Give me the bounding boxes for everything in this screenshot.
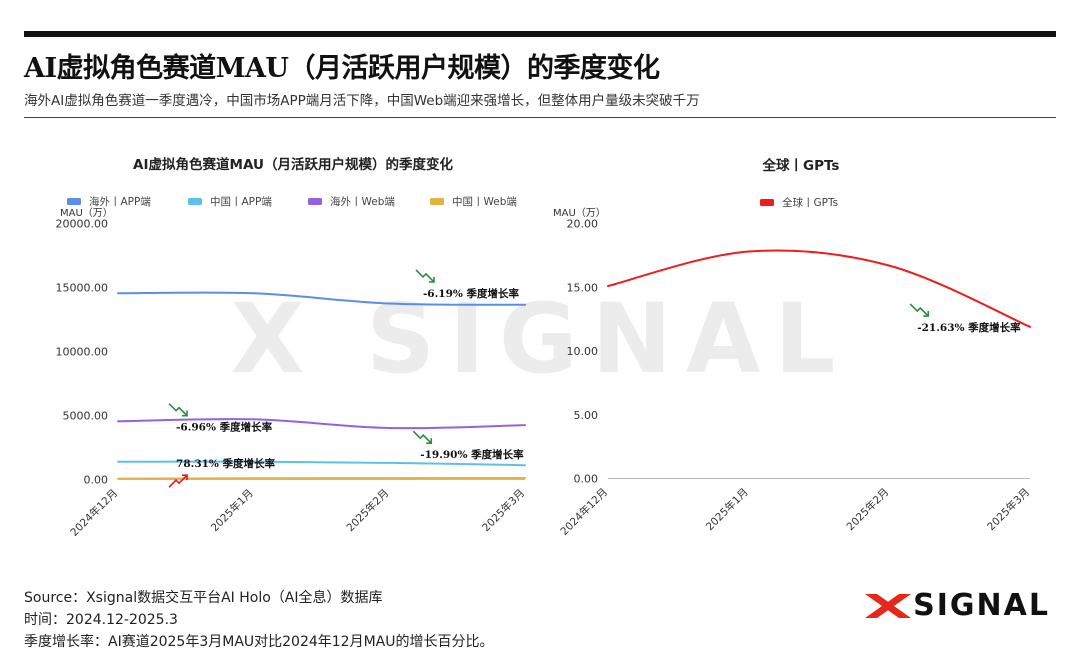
y-tick-label: 0.00 xyxy=(574,473,599,486)
watermark-text: X SIGNAL xyxy=(231,283,850,395)
legend-label: 中国丨Web端 xyxy=(452,195,517,208)
y-tick-label: 15000.00 xyxy=(56,282,109,295)
legend-label: 全球丨GPTs xyxy=(782,196,838,209)
x-tick-label: 2025年2月 xyxy=(344,486,392,534)
growth-annotation: 78.31% 季度增长率 xyxy=(168,457,276,488)
y-tick-label: 10.00 xyxy=(567,345,599,358)
growth-annotation: -6.96% 季度增长率 xyxy=(168,403,273,434)
y-tick-label: 5000.00 xyxy=(63,410,109,423)
logo-wordmark: SIGNAL xyxy=(913,588,1050,623)
top-rule xyxy=(24,31,1056,37)
watermark: X SIGNAL xyxy=(231,283,850,395)
y-tick-label: 10000.00 xyxy=(56,346,109,359)
x-tick-label: 2025年1月 xyxy=(703,485,751,533)
y-axis-label: MAU（万） xyxy=(553,207,606,219)
trend-arrowhead-icon xyxy=(923,311,930,317)
x-tick-label: 2024年12月 xyxy=(558,485,610,537)
annotation-text: -6.96% 季度增长率 xyxy=(176,421,273,434)
footer-note: 季度增长率：AI赛道2025年3月MAU对比2024年12月MAU的增长百分比。 xyxy=(24,634,494,650)
header-divider xyxy=(24,117,1056,118)
footer-time: 时间：2024.12-2025.3 xyxy=(24,612,178,628)
legend-swatch xyxy=(760,199,774,206)
chart-title: 全球丨GPTs xyxy=(762,157,840,174)
y-tick-label: 0.00 xyxy=(84,474,109,487)
trend-up-icon xyxy=(168,474,188,488)
x-tick-label: 2025年3月 xyxy=(984,485,1032,533)
x-tick-label: 2025年3月 xyxy=(479,486,527,534)
y-tick-label: 20.00 xyxy=(567,218,599,231)
legend-label: 海外丨Web端 xyxy=(330,195,395,208)
trend-down-icon xyxy=(909,303,929,317)
xsignal-logo: SIGNAL xyxy=(863,588,1050,623)
series-line xyxy=(117,418,526,430)
annotation-text: -19.90% 季度增长率 xyxy=(420,448,524,461)
trend-arrowhead-icon xyxy=(182,410,188,417)
trend-down-icon xyxy=(168,403,188,417)
series-line xyxy=(117,291,526,306)
annotation-text: -6.19% 季度增长率 xyxy=(423,287,520,300)
chart-title: AI虚拟角色赛道MAU（月活跃用户规模）的季度变化 xyxy=(133,156,453,173)
x-tick-label: 2025年1月 xyxy=(208,486,256,534)
annotation-text: -21.63% 季度增长率 xyxy=(917,321,1021,334)
trend-down-icon xyxy=(412,430,432,444)
series-line xyxy=(117,477,526,480)
trend-arrowhead-icon xyxy=(428,276,435,283)
footer-source: Source：Xsignal数据交互平台AI Holo（AI全息）数据库 xyxy=(24,590,383,606)
page-subtitle: 海外AI虚拟角色赛道一季度遇冷，中国市场APP端月活下降，中国Web端迎来强增长… xyxy=(24,93,700,109)
series-line xyxy=(607,249,1031,328)
legend-label: 海外丨APP端 xyxy=(89,195,151,208)
x-tick-label: 2025年2月 xyxy=(844,485,892,533)
trend-arrowhead-icon xyxy=(426,438,433,444)
x-tick-label: 2024年12月 xyxy=(68,486,120,538)
x-mark-icon xyxy=(865,593,912,618)
y-tick-label: 15.00 xyxy=(567,281,599,294)
trend-down-icon xyxy=(415,269,435,283)
y-tick-label: 20000.00 xyxy=(56,218,109,231)
annotation-text: 78.31% 季度增长率 xyxy=(176,457,276,470)
trend-arrowhead-icon xyxy=(182,474,188,481)
y-tick-label: 5.00 xyxy=(574,409,599,422)
growth-annotation: -6.19% 季度增长率 xyxy=(415,269,520,300)
y-axis-label: MAU（万） xyxy=(60,207,113,219)
growth-annotation: -19.90% 季度增长率 xyxy=(412,430,524,461)
legend-label: 中国丨APP端 xyxy=(210,195,272,208)
legend-swatch xyxy=(67,198,81,205)
legend-swatch xyxy=(308,198,322,205)
series-line xyxy=(117,460,526,467)
legend-swatch xyxy=(430,198,444,205)
legend-swatch xyxy=(188,198,202,205)
growth-annotation: -21.63% 季度增长率 xyxy=(909,303,1021,334)
page-title: AI虚拟角色赛道MAU（月活跃用户规模）的季度变化 xyxy=(24,53,660,84)
